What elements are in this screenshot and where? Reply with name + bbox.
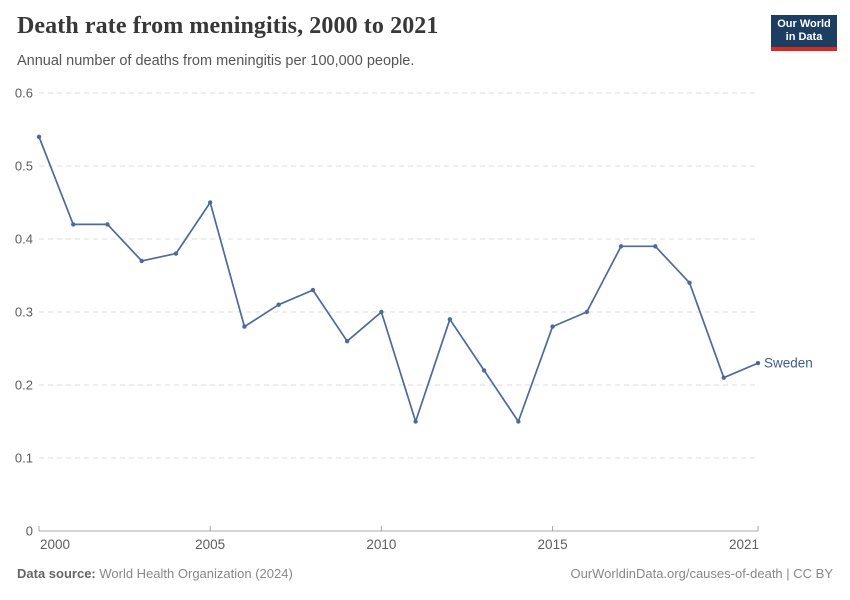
y-axis-tick-label: 0.4 [15,232,33,247]
x-axis-tick-label: 2005 [195,537,225,552]
owid-logo-line1: Our World [777,18,831,30]
data-source-note: Data source: World Health Organization (… [17,566,293,581]
chart-footer: Data source: World Health Organization (… [17,566,833,581]
data-point-2019[interactable] [687,280,692,285]
data-point-2000[interactable] [36,134,42,139]
data-point-2001[interactable] [71,222,76,227]
x-axis-tick-label: 2000 [40,537,70,552]
data-point-2009[interactable] [344,339,350,344]
y-axis-tick-label: 0 [26,524,33,539]
data-point-2006[interactable] [242,324,247,329]
data-point-2010[interactable] [379,309,384,315]
y-axis-tick-label: 0.3 [15,305,33,320]
x-axis-tick-label: 2021 [729,537,759,552]
page-title: Death rate from meningitis, 2000 to 2021 [17,13,439,39]
y-axis-tick-label: 0.5 [15,159,33,174]
data-point-2003[interactable] [139,258,144,264]
data-point-2008[interactable] [310,287,316,293]
data-point-2007[interactable] [276,302,281,307]
data-source-label: Data source: [17,566,96,581]
y-axis-tick-label: 0.6 [15,86,33,101]
data-point-2013[interactable] [481,368,487,373]
y-axis-tick-label: 0.2 [15,378,33,393]
series-end-label-sweden[interactable]: Sweden [764,356,813,371]
series-line-sweden[interactable] [38,135,759,423]
owid-logo[interactable]: Our World in Data [771,15,837,51]
data-point-2020[interactable] [721,375,726,380]
data-point-2005[interactable] [207,200,213,205]
data-point-2015[interactable] [550,324,555,329]
owid-logo-line2: in Data [785,31,823,43]
data-point-2002[interactable] [105,222,110,227]
data-point-2017[interactable] [618,244,624,249]
data-source-value: World Health Organization (2024) [95,566,293,581]
credit-link: OurWorldinData.org/causes-of-death | CC … [570,566,833,581]
data-point-2018[interactable] [653,244,658,249]
x-axis-tick-label: 2010 [366,537,396,552]
data-point-2014[interactable] [516,419,521,424]
data-point-2011[interactable] [413,419,418,424]
data-point-2016[interactable] [584,309,590,315]
y-axis-tick-label: 0.1 [15,451,33,466]
data-point-2012[interactable] [447,317,453,322]
page-subtitle: Annual number of deaths from meningitis … [17,53,415,69]
data-point-2004[interactable] [173,251,179,256]
x-axis-tick-label: 2015 [538,537,568,552]
data-point-2021[interactable] [755,360,761,366]
